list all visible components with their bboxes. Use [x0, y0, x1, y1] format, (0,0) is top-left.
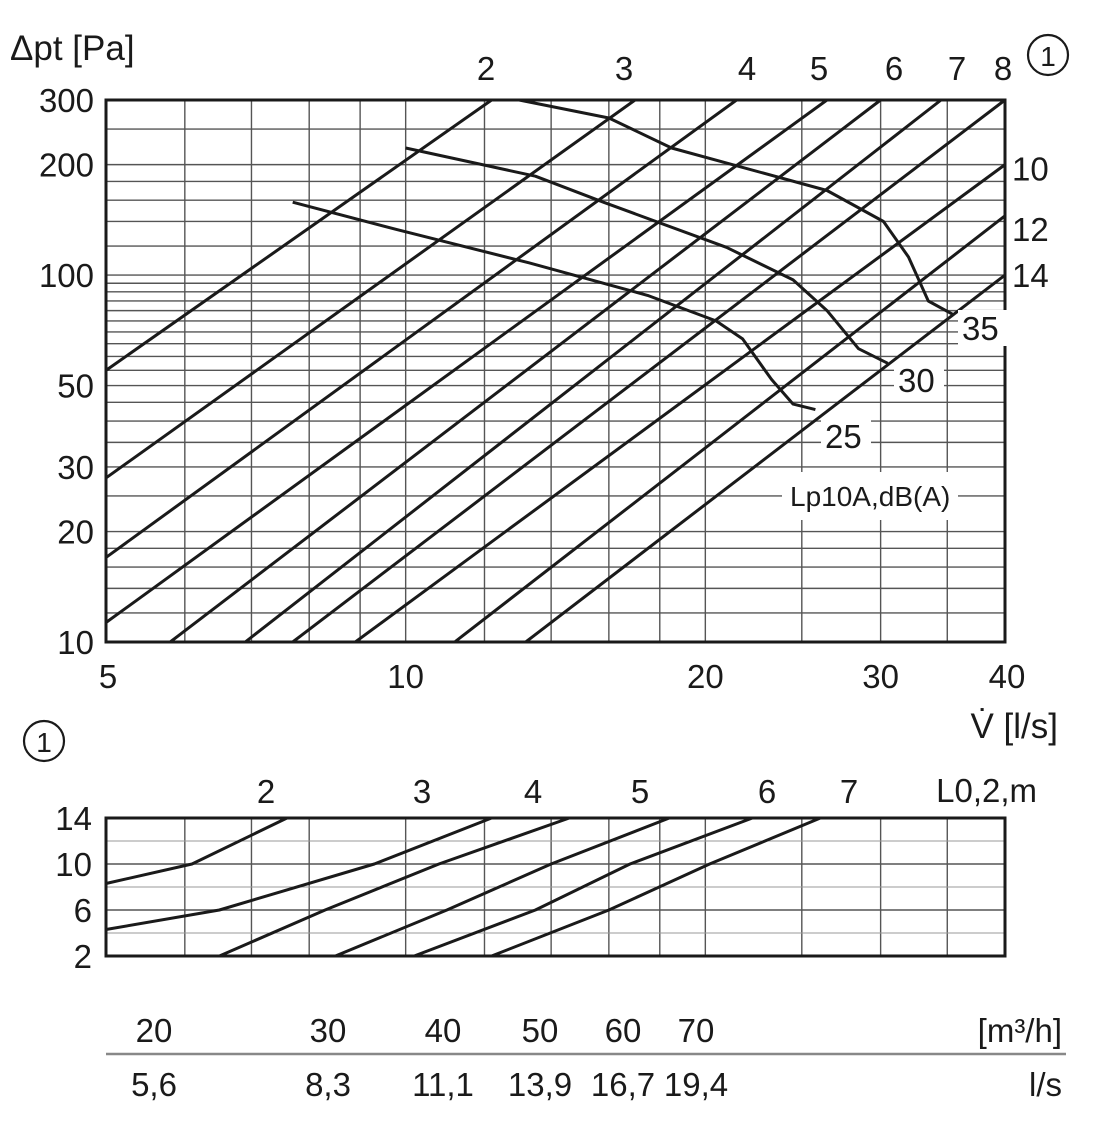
y-tick-label: 100: [39, 257, 94, 294]
y-tick-label: 200: [39, 147, 94, 184]
conversion-m3h-value: 20: [136, 1012, 173, 1049]
curve-legend-bg: [782, 472, 958, 520]
throw-line-label-top: 8: [994, 50, 1012, 87]
throw-line-label-top: 2: [477, 50, 495, 87]
throw-curve-2: [105, 816, 288, 885]
throw-line: [354, 163, 1006, 644]
throw-line-label-right: 14: [1012, 257, 1049, 294]
throw-line-label-right: 10: [1012, 151, 1049, 188]
unit-conversion-table: 20 30 40 50 60 70 5,6 8,3 11,1 13,9 16,7 19,4 [m³/h]…: [106, 1012, 1066, 1103]
conversion-m3h-value: 60: [605, 1012, 642, 1049]
y-tick-label: 20: [57, 514, 94, 551]
throw-line-label-top: 4: [738, 50, 756, 87]
throw-line: [105, 98, 828, 624]
noise-curve-label: 25: [825, 418, 862, 455]
throw-line-label-right: 12: [1012, 211, 1049, 248]
conversion-ls-value: 5,6: [131, 1066, 177, 1103]
conversion-ls-value: 11,1: [412, 1066, 474, 1103]
y-tick-label: 30: [57, 449, 94, 486]
x-tick-label: 40: [989, 658, 1026, 695]
conversion-unit-top: [m³/h]: [978, 1012, 1062, 1049]
throw-line: [105, 98, 738, 559]
noise-curve-35: [518, 98, 955, 317]
throw-line: [169, 98, 882, 644]
y-tick-label: 10: [55, 846, 92, 883]
y-tick-label: 2: [74, 938, 92, 975]
curve-legend-label: Lp10A,dB(A): [790, 481, 950, 512]
bottom-chart-frame: [104, 816, 1007, 958]
noise-curves: [292, 98, 955, 412]
curve-label-bg: [894, 362, 944, 398]
throw-curve-label: 4: [524, 773, 542, 810]
throw-curve-3: [105, 816, 493, 931]
circle-marker-label: 1: [1040, 41, 1056, 72]
y-tick-label: 50: [57, 368, 94, 405]
noise-curve-30: [405, 146, 889, 365]
curve-label-bg: [958, 310, 1008, 346]
throw-line: [291, 98, 1006, 644]
noise-curve-label: 35: [962, 310, 999, 347]
conversion-ls-value: 19,4: [664, 1066, 728, 1103]
conversion-ls-value: 13,9: [508, 1066, 572, 1103]
noise-curve-label: 30: [898, 362, 935, 399]
throw-curve-5: [334, 816, 670, 958]
conversion-ls-value: 8,3: [305, 1066, 351, 1103]
circle-marker-icon: [22, 719, 66, 763]
throw-curve-6: [413, 816, 753, 958]
bottom-chart-grid: [106, 818, 1005, 956]
y-tick-label: 10: [57, 624, 94, 661]
top-chart-grid: [106, 100, 1005, 642]
throw-line: [524, 273, 1006, 644]
x-tick-label: 30: [862, 658, 899, 695]
throw-curve-label: 7: [840, 773, 858, 810]
throw-curve-label: 6: [758, 773, 776, 810]
circle-marker-label: 1: [36, 727, 52, 758]
throw-curve-4: [218, 816, 570, 958]
conversion-m3h-value: 40: [425, 1012, 462, 1049]
throw-curve-label: 5: [631, 773, 649, 810]
throw-line-label-top: 5: [810, 50, 828, 87]
legend-label: L0,2,m: [936, 772, 1037, 809]
throw-line: [453, 214, 1006, 644]
conversion-m3h-value: 50: [522, 1012, 559, 1049]
circle-marker-icon: [1026, 33, 1070, 77]
x-tick-label: 5: [99, 658, 117, 695]
throw-curve-7: [491, 816, 821, 958]
top-chart-frame: [104, 98, 1007, 644]
throw-line-label-top: 7: [948, 50, 966, 87]
y-tick-label: 6: [74, 892, 92, 929]
throw-line: [105, 98, 493, 372]
conversion-ls-value: 16,7: [591, 1066, 655, 1103]
throw-line-label-top: 3: [615, 50, 633, 87]
conversion-m3h-value: 70: [678, 1012, 715, 1049]
conversion-unit-bottom: l/s: [1029, 1066, 1062, 1103]
top-chart-labels: Δpt [Pa] V̇ [l/s] 2 3 4 5 6 7 8 10 12 14 1 35 30 25 Lp10…: [10, 29, 1070, 746]
throw-distance-chart: 2 6 10 14 2 3 4 5 6 7 L0,2,m 1: [22, 719, 1037, 975]
x-axis-label: V̇ [l/s]: [970, 707, 1058, 746]
y-tick-label: 300: [39, 82, 94, 119]
curve-label-bg: [821, 418, 871, 454]
throw-curve-label: 3: [413, 773, 431, 810]
noise-curve-25: [292, 200, 816, 412]
bottom-chart-labels: 2 6 10 14 2 3 4 5 6 7 L0,2,m 1: [22, 719, 1037, 975]
x-tick-label: 20: [687, 658, 724, 695]
x-tick-label: 10: [387, 658, 424, 695]
y-tick-label: 14: [55, 800, 92, 837]
throw-line: [105, 98, 636, 480]
throw-line-label-top: 6: [885, 50, 903, 87]
y-axis-label: Δpt [Pa]: [10, 29, 135, 68]
throw-curve-label: 2: [257, 773, 275, 810]
conversion-m3h-value: 30: [310, 1012, 347, 1049]
throw-curves: [105, 816, 821, 958]
